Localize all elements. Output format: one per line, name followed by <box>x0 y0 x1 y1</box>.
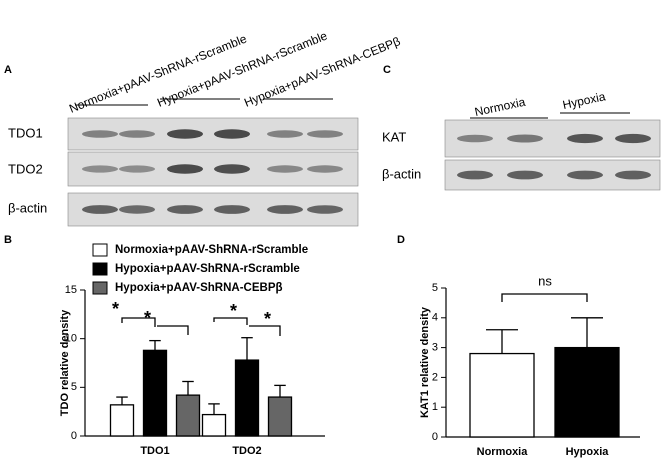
band <box>167 164 203 174</box>
significance-mark: * <box>230 301 237 321</box>
x-tick-label: TDO1 <box>140 445 169 457</box>
band <box>457 134 493 143</box>
row-label: β-actin <box>8 200 47 215</box>
band <box>119 130 155 138</box>
band <box>82 165 118 173</box>
band <box>214 205 250 214</box>
bar <box>469 352 535 438</box>
y-tick-label: 1 <box>432 401 438 413</box>
bar <box>109 404 135 437</box>
bar <box>142 349 168 437</box>
significance-mark: * <box>144 308 151 328</box>
y-tick-label: 15 <box>65 284 77 296</box>
band <box>267 205 303 214</box>
significance-mark: * <box>264 309 271 329</box>
blot <box>67 151 359 187</box>
significance-bracket <box>249 325 281 336</box>
row-label: TDO2 <box>8 161 43 176</box>
bar <box>267 396 293 437</box>
y-tick-label: 3 <box>432 342 438 354</box>
band <box>567 133 603 144</box>
band <box>167 129 203 139</box>
significance-bracket <box>157 325 189 335</box>
y-tick-label: 0 <box>432 431 438 443</box>
y-axis-title: KAT1 relative density <box>419 306 431 418</box>
y-tick-label: 0 <box>71 430 77 442</box>
band <box>167 205 203 214</box>
band <box>214 164 250 174</box>
y-axis-title: TDO relative density <box>59 309 71 416</box>
lane-label: Hypoxia <box>561 89 607 112</box>
row-label: KAT <box>382 129 406 144</box>
legend-label: Hypoxia+pAAV-ShRNA-rScramble <box>115 263 300 275</box>
x-tick-label: Hypoxia <box>566 446 610 458</box>
row-label: β-actin <box>382 166 421 181</box>
y-tick-label: 5 <box>432 282 438 294</box>
y-tick-label: 2 <box>432 371 438 383</box>
band <box>119 205 155 214</box>
band <box>307 130 343 138</box>
x-tick-label: Normoxia <box>477 446 529 458</box>
bar <box>554 346 620 438</box>
band <box>567 170 603 180</box>
band <box>82 205 118 214</box>
bar <box>234 359 260 437</box>
band <box>615 170 651 180</box>
significance-bracket <box>121 317 156 327</box>
legend-label: Hypoxia+pAAV-ShRNA-CEBPβ <box>115 282 283 294</box>
panel-label: B <box>4 234 12 246</box>
band <box>507 134 543 143</box>
band <box>615 133 651 144</box>
lane-label: Hypoxia+pAAV-ShRNA-CEBPβ <box>242 34 402 110</box>
y-tick-label: 10 <box>65 333 77 345</box>
band <box>307 205 343 214</box>
panel-label: D <box>397 234 405 246</box>
band <box>82 130 118 138</box>
band <box>119 165 155 173</box>
significance-mark: ns <box>538 273 552 288</box>
band <box>267 130 303 138</box>
band <box>507 170 543 180</box>
significance-mark: * <box>112 299 119 319</box>
lane-label: Normoxia <box>473 95 526 119</box>
x-tick-label: TDO2 <box>232 445 261 457</box>
band <box>307 165 343 173</box>
blot <box>67 117 359 151</box>
panel-label: C <box>383 64 391 76</box>
band <box>214 129 250 139</box>
legend-swatch <box>92 243 108 257</box>
significance-bracket <box>501 293 588 302</box>
significance-bracket <box>213 317 248 325</box>
y-tick-label: 4 <box>432 312 438 324</box>
y-tick-label: 5 <box>71 381 77 393</box>
bar <box>175 394 201 437</box>
band <box>267 165 303 173</box>
legend-label: Normoxia+pAAV-ShRNA-rScramble <box>115 244 308 256</box>
row-label: TDO1 <box>8 125 43 140</box>
panel-label: A <box>4 64 12 76</box>
legend-swatch <box>92 281 108 295</box>
legend-swatch <box>92 262 108 276</box>
bar <box>201 413 227 437</box>
band <box>457 170 493 180</box>
